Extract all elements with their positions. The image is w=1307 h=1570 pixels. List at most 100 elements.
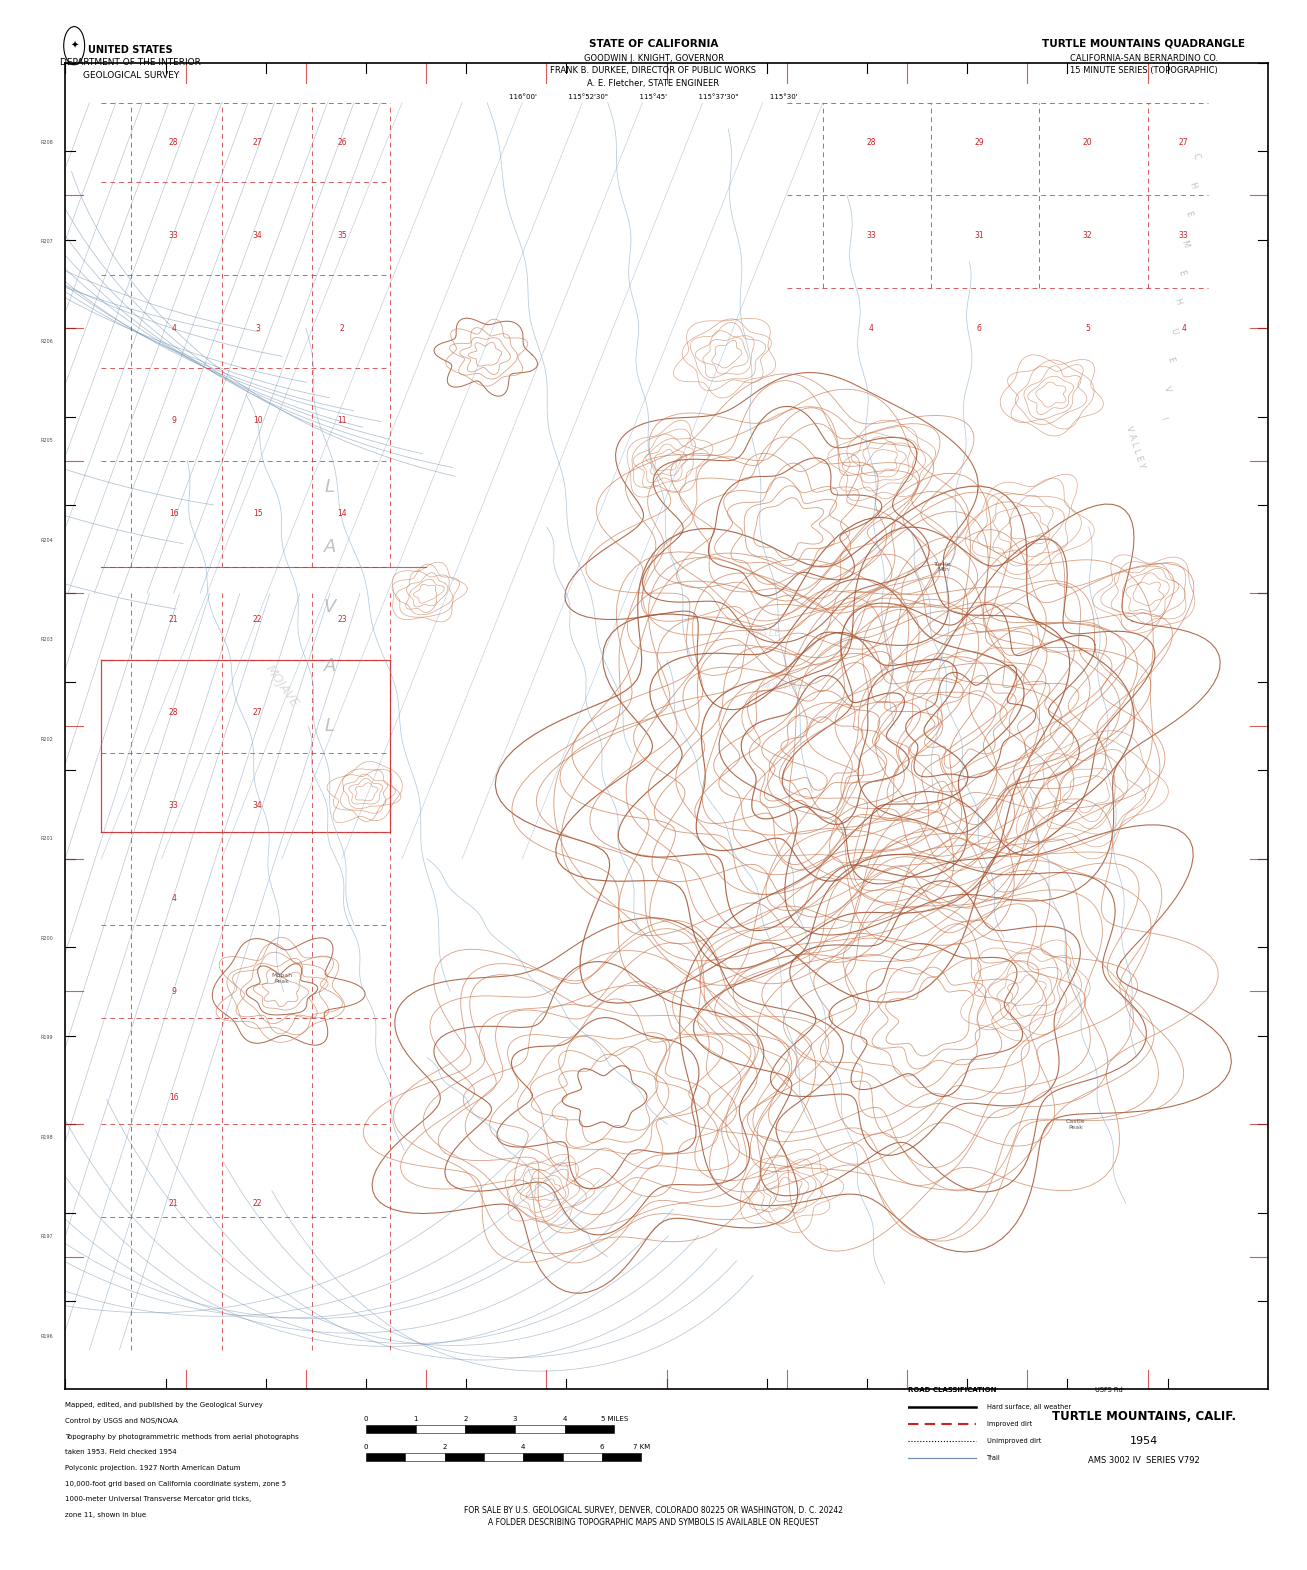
- Text: L: L: [325, 479, 335, 496]
- Text: 116°00'              115°52'30"              115°45'              115°37'30"    : 116°00' 115°52'30" 115°45' 115°37'30": [510, 94, 797, 100]
- Text: V: V: [324, 598, 336, 615]
- Text: 33: 33: [169, 801, 179, 810]
- Text: CALIFORNIA-SAN BERNARDINO CO.: CALIFORNIA-SAN BERNARDINO CO.: [1069, 53, 1218, 63]
- Text: 1954: 1954: [1129, 1437, 1158, 1446]
- Text: 32: 32: [1082, 231, 1093, 240]
- Text: H: H: [1187, 181, 1197, 190]
- Text: I: I: [1158, 416, 1168, 421]
- Text: GEOLOGICAL SURVEY: GEOLOGICAL SURVEY: [82, 71, 179, 80]
- Text: Polyconic projection. 1927 North American Datum: Polyconic projection. 1927 North America…: [65, 1465, 240, 1471]
- Text: AMS 3002 IV  SERIES V792: AMS 3002 IV SERIES V792: [1087, 1455, 1200, 1465]
- Text: 11: 11: [337, 416, 346, 425]
- Text: 3: 3: [255, 323, 260, 333]
- Text: Mapped, edited, and published by the Geological Survey: Mapped, edited, and published by the Geo…: [65, 1402, 263, 1408]
- Text: UNITED STATES: UNITED STATES: [89, 46, 173, 55]
- Text: 15 MINUTE SERIES (TOPOGRAPHIC): 15 MINUTE SERIES (TOPOGRAPHIC): [1069, 66, 1218, 75]
- Text: 4: 4: [1182, 323, 1185, 333]
- Text: 4: 4: [521, 1444, 525, 1451]
- Text: ✦: ✦: [71, 41, 78, 50]
- Text: Hard surface, all weather: Hard surface, all weather: [987, 1404, 1070, 1410]
- Text: 28: 28: [169, 708, 178, 717]
- Text: U: U: [1168, 327, 1179, 334]
- Text: H: H: [1172, 297, 1183, 306]
- Text: TURTLE: TURTLE: [744, 628, 782, 639]
- Text: 10: 10: [254, 416, 263, 425]
- Text: Turtle
Mtn: Turtle Mtn: [935, 562, 951, 573]
- Text: R208: R208: [41, 140, 54, 144]
- Text: Improved dirt: Improved dirt: [987, 1421, 1031, 1427]
- Text: Trail: Trail: [987, 1455, 1000, 1462]
- Text: 27: 27: [254, 708, 263, 717]
- Text: 26: 26: [337, 138, 346, 148]
- Text: R199: R199: [41, 1035, 54, 1041]
- Text: 4: 4: [171, 323, 176, 333]
- Text: 9: 9: [171, 988, 176, 995]
- Text: L: L: [325, 717, 335, 735]
- Text: R196: R196: [41, 1334, 54, 1339]
- Text: FOR SALE BY U.S. GEOLOGICAL SURVEY, DENVER, COLORADO 80225 OR WASHINGTON, D. C. : FOR SALE BY U.S. GEOLOGICAL SURVEY, DENV…: [464, 1506, 843, 1515]
- Text: 34: 34: [252, 231, 263, 240]
- Text: R202: R202: [41, 736, 54, 743]
- Text: A: A: [324, 539, 336, 556]
- Text: zone 11, shown in blue: zone 11, shown in blue: [65, 1512, 146, 1518]
- Text: 14: 14: [337, 509, 346, 518]
- Text: USFS Rd: USFS Rd: [1095, 1388, 1123, 1393]
- Text: 31: 31: [975, 231, 984, 240]
- Text: 34: 34: [252, 801, 263, 810]
- Text: 2: 2: [442, 1444, 447, 1451]
- Text: V: V: [1162, 385, 1172, 392]
- Text: TURTLE MOUNTAINS, CALIF.: TURTLE MOUNTAINS, CALIF.: [1052, 1410, 1235, 1422]
- Text: 23: 23: [337, 615, 346, 625]
- Text: STATE OF CALIFORNIA: STATE OF CALIFORNIA: [589, 39, 718, 49]
- Text: R198: R198: [41, 1135, 54, 1140]
- Text: 9: 9: [171, 416, 176, 425]
- Text: 21: 21: [169, 615, 178, 625]
- Text: R197: R197: [41, 1234, 54, 1239]
- Text: 3: 3: [512, 1416, 518, 1422]
- Text: 28: 28: [867, 138, 876, 148]
- Text: 27: 27: [1179, 138, 1188, 148]
- Text: R207: R207: [41, 239, 54, 245]
- Text: 22: 22: [254, 1199, 263, 1209]
- Text: Mopah
Peak: Mopah Peak: [272, 973, 293, 983]
- Text: 2: 2: [463, 1416, 468, 1422]
- Text: 33: 33: [169, 231, 179, 240]
- Text: taken 1953. Field checked 1954: taken 1953. Field checked 1954: [65, 1449, 176, 1455]
- Text: ROAD CLASSIFICATION: ROAD CLASSIFICATION: [908, 1388, 997, 1393]
- Text: MOJAVE: MOJAVE: [263, 663, 301, 710]
- Text: 4: 4: [869, 323, 873, 333]
- Text: Unimproved dirt: Unimproved dirt: [987, 1438, 1040, 1444]
- Text: GOODWIN J. KNIGHT, GOVERNOR: GOODWIN J. KNIGHT, GOVERNOR: [583, 53, 724, 63]
- Text: E: E: [1183, 210, 1193, 218]
- Text: 0: 0: [363, 1444, 369, 1451]
- Text: FRANK B. DURKEE, DIRECTOR OF PUBLIC WORKS: FRANK B. DURKEE, DIRECTOR OF PUBLIC WORK…: [550, 66, 757, 75]
- Text: R205: R205: [41, 438, 54, 443]
- Text: 22: 22: [254, 615, 263, 625]
- Text: E: E: [1176, 268, 1187, 276]
- Text: 5: 5: [1085, 323, 1090, 333]
- Text: 1: 1: [413, 1416, 418, 1422]
- Text: 29: 29: [975, 138, 984, 148]
- Text: M: M: [1179, 239, 1191, 248]
- Text: 0: 0: [363, 1416, 369, 1422]
- Text: TURTLE MOUNTAINS QUADRANGLE: TURTLE MOUNTAINS QUADRANGLE: [1042, 39, 1246, 49]
- Text: 28: 28: [169, 138, 178, 148]
- Text: 16: 16: [169, 1093, 178, 1102]
- Text: 35: 35: [337, 231, 346, 240]
- Text: V A L L E Y: V A L L E Y: [1124, 425, 1146, 469]
- Text: 4: 4: [562, 1416, 567, 1422]
- Text: Castle
Peak: Castle Peak: [1065, 1119, 1085, 1129]
- Text: R201: R201: [41, 837, 54, 842]
- Text: E: E: [1166, 356, 1175, 364]
- Text: 4: 4: [171, 893, 176, 903]
- Text: Control by USGS and NOS/NOAA: Control by USGS and NOS/NOAA: [65, 1418, 178, 1424]
- Text: 16: 16: [169, 509, 178, 518]
- Text: A: A: [324, 658, 336, 675]
- Text: R204: R204: [41, 539, 54, 543]
- Text: 21: 21: [169, 1199, 178, 1209]
- Text: 15: 15: [254, 509, 263, 518]
- Text: 7 KM: 7 KM: [633, 1444, 650, 1451]
- Text: R206: R206: [41, 339, 54, 344]
- Text: 2: 2: [340, 323, 344, 333]
- Text: 20: 20: [1082, 138, 1093, 148]
